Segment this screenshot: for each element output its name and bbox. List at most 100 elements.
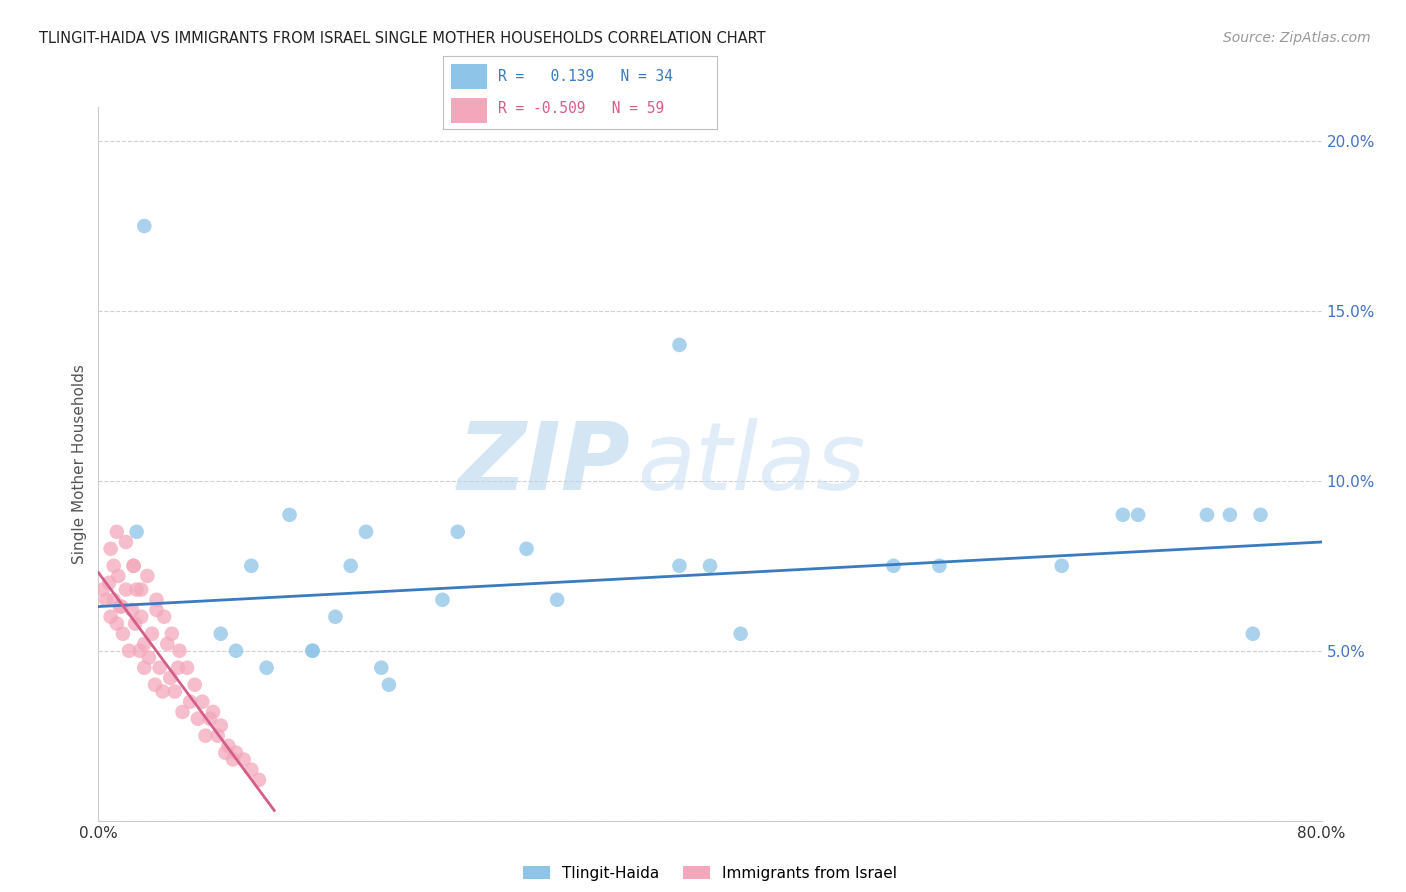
Point xyxy=(149,661,172,675)
Point xyxy=(115,535,138,549)
Point xyxy=(240,763,263,777)
Point xyxy=(209,718,232,732)
Point xyxy=(124,616,146,631)
Point xyxy=(928,558,950,573)
Point xyxy=(103,558,125,573)
Point xyxy=(107,569,129,583)
Point xyxy=(103,592,125,607)
Point xyxy=(354,524,377,539)
Point xyxy=(378,678,401,692)
Point xyxy=(668,338,690,352)
Point xyxy=(169,644,191,658)
Point xyxy=(214,746,236,760)
Point xyxy=(256,661,278,675)
Point xyxy=(301,644,323,658)
Point xyxy=(153,609,176,624)
Text: ZIP: ZIP xyxy=(457,417,630,510)
Point xyxy=(668,558,690,573)
Point xyxy=(111,626,134,640)
Point xyxy=(91,582,114,597)
Point xyxy=(100,541,122,556)
Point xyxy=(105,524,128,539)
Y-axis label: Single Mother Households: Single Mother Households xyxy=(72,364,87,564)
Point xyxy=(883,558,905,573)
Point xyxy=(121,603,143,617)
Point xyxy=(546,592,568,607)
Point xyxy=(172,705,194,719)
Point xyxy=(176,661,198,675)
Point xyxy=(339,558,361,573)
Point xyxy=(1050,558,1073,573)
Point xyxy=(122,558,145,573)
Point xyxy=(115,582,138,597)
Point xyxy=(156,637,179,651)
Point xyxy=(134,661,156,675)
Point xyxy=(118,644,141,658)
Point xyxy=(217,739,239,753)
Point xyxy=(160,626,183,640)
Point xyxy=(125,524,148,539)
Point xyxy=(152,684,174,698)
Point xyxy=(301,644,323,658)
Point xyxy=(222,752,245,766)
Point xyxy=(129,609,152,624)
Text: atlas: atlas xyxy=(637,418,865,509)
Point xyxy=(163,684,186,698)
Point xyxy=(134,637,156,651)
Point xyxy=(184,678,207,692)
Point xyxy=(145,592,167,607)
Point xyxy=(432,592,454,607)
Point xyxy=(1241,626,1264,640)
Text: R = -0.509   N = 59: R = -0.509 N = 59 xyxy=(498,102,664,116)
Point xyxy=(187,712,209,726)
Point xyxy=(240,558,263,573)
Point xyxy=(516,541,538,556)
Point xyxy=(730,626,752,640)
Point xyxy=(108,599,131,614)
Text: Source: ZipAtlas.com: Source: ZipAtlas.com xyxy=(1223,31,1371,45)
Point xyxy=(247,772,270,787)
Point xyxy=(232,752,254,766)
Point xyxy=(125,582,148,597)
Point xyxy=(138,650,160,665)
Point xyxy=(145,603,167,617)
Point xyxy=(370,661,392,675)
Point xyxy=(136,569,159,583)
Point xyxy=(122,558,145,573)
Text: R =   0.139   N = 34: R = 0.139 N = 34 xyxy=(498,70,672,84)
Point xyxy=(98,575,121,590)
Point xyxy=(1128,508,1150,522)
Point xyxy=(167,661,190,675)
Point xyxy=(447,524,470,539)
Point xyxy=(179,695,201,709)
Point xyxy=(129,582,152,597)
Legend: Tlingit-Haida, Immigrants from Israel: Tlingit-Haida, Immigrants from Israel xyxy=(523,866,897,880)
Point xyxy=(278,508,301,522)
Bar xyxy=(451,63,486,89)
Point xyxy=(110,599,132,614)
Point xyxy=(1249,508,1271,522)
Point xyxy=(1219,508,1241,522)
Point xyxy=(225,644,247,658)
Text: TLINGIT-HAIDA VS IMMIGRANTS FROM ISRAEL SINGLE MOTHER HOUSEHOLDS CORRELATION CHA: TLINGIT-HAIDA VS IMMIGRANTS FROM ISRAEL … xyxy=(39,31,766,46)
Bar xyxy=(451,98,486,123)
Point xyxy=(159,671,181,685)
Point xyxy=(194,729,217,743)
Point xyxy=(202,705,225,719)
Point xyxy=(143,678,166,692)
Point xyxy=(1195,508,1218,522)
Point xyxy=(207,729,229,743)
Point xyxy=(325,609,347,624)
Point xyxy=(1112,508,1135,522)
Point xyxy=(191,695,214,709)
Point xyxy=(105,616,128,631)
Point xyxy=(198,712,221,726)
Point xyxy=(209,626,232,640)
Point xyxy=(699,558,721,573)
Point xyxy=(128,644,150,658)
Point xyxy=(225,746,247,760)
Point xyxy=(134,219,156,233)
Point xyxy=(141,626,163,640)
Point xyxy=(100,609,122,624)
Point xyxy=(94,592,117,607)
